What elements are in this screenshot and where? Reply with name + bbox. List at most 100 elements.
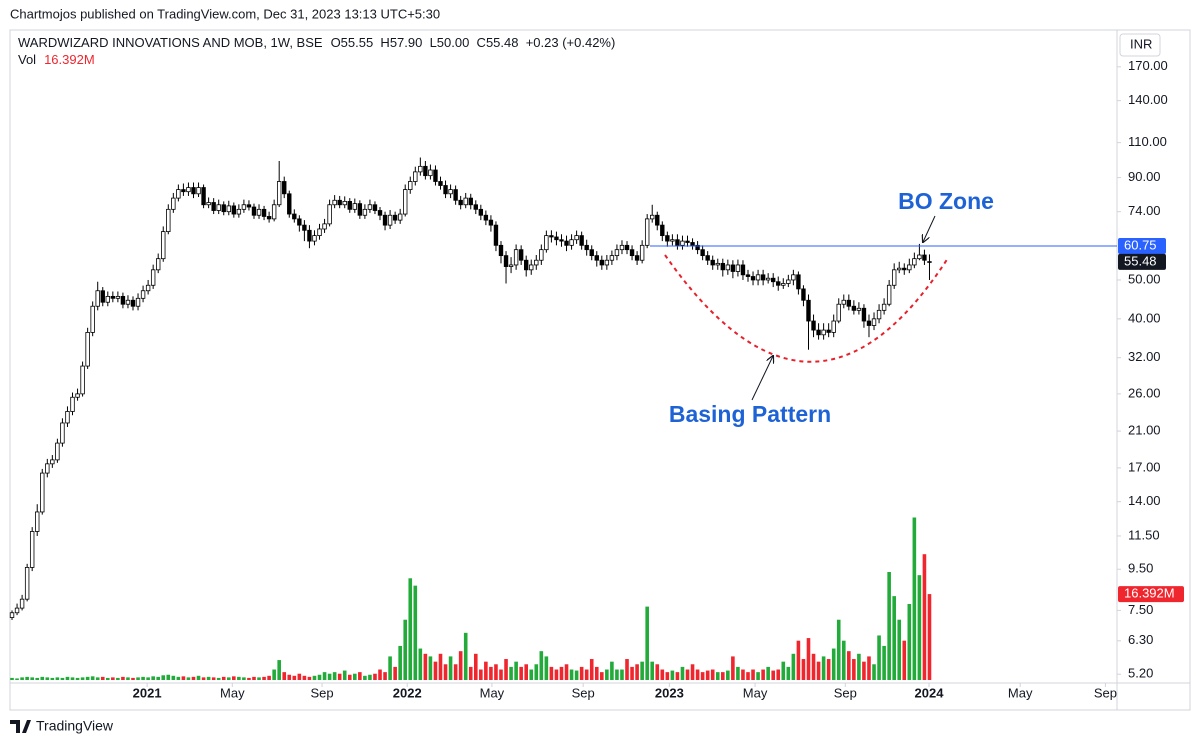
candle-body (448, 189, 453, 195)
volume-bar (292, 675, 297, 680)
candle-body (564, 240, 569, 246)
volume-bar (353, 673, 357, 680)
currency-box[interactable] (1119, 33, 1161, 57)
candle-body (392, 214, 398, 221)
volume-bar (307, 676, 312, 680)
price-line-label: 60.75 (1124, 237, 1157, 252)
ohlc-text: O55.55 H57.90 L50.00 C55.48 +0.23 (+0.42… (331, 35, 616, 50)
volume-bar (131, 677, 135, 680)
volume-bar (272, 669, 276, 680)
candle-body (453, 189, 458, 201)
candle-body (80, 365, 85, 395)
candle-body (513, 249, 519, 266)
candle-body (231, 205, 237, 215)
volume-bar (378, 669, 382, 680)
volume-bar (836, 619, 841, 680)
volume-bar (786, 666, 791, 680)
volume-bar (862, 661, 866, 680)
volume-bar (25, 676, 29, 680)
candle-body (922, 254, 927, 261)
candle-body (171, 197, 176, 210)
candle-body (246, 204, 252, 208)
candle-body (150, 269, 156, 286)
volume-bar (398, 645, 402, 680)
candle-body (468, 197, 473, 206)
candle-body (624, 244, 630, 251)
candle-body (670, 239, 675, 242)
volume-bar (670, 670, 675, 680)
volume-bar (206, 676, 211, 680)
volume-bar (655, 664, 660, 680)
y-tick-label: 170.00 (1128, 58, 1168, 73)
volume-bar (373, 673, 377, 680)
candle-body (907, 264, 912, 271)
publisher: Chartmojos published on TradingView.com,… (10, 6, 440, 21)
y-tick-label: 6.30 (1128, 632, 1153, 647)
volume-bar (151, 676, 155, 680)
candle-body (801, 288, 806, 301)
y-tick-label: 140.00 (1128, 92, 1168, 107)
candle-body (181, 189, 186, 193)
volume-bar (912, 517, 917, 680)
logo-icon (10, 720, 31, 733)
volume-bar (554, 669, 559, 680)
y-tick-label: 9.50 (1128, 561, 1153, 576)
volume-bar (579, 666, 584, 680)
volume-bar (731, 656, 735, 680)
candle-body (55, 442, 60, 461)
volume-bar (85, 676, 90, 680)
candle-body (786, 279, 791, 284)
candle-body (45, 463, 50, 474)
volume-bar (479, 669, 483, 680)
candle-body (236, 208, 242, 215)
candle-body (846, 299, 852, 307)
volume-bar (605, 669, 609, 680)
candle-body (95, 290, 100, 307)
volume-bar (55, 677, 60, 680)
volume-bar (201, 677, 206, 680)
candle-body (866, 320, 872, 326)
candle-body (418, 165, 423, 173)
volume-bar (277, 660, 281, 680)
symbol-title: WARDWIZARD INNOVATIONS AND MOB, 1W, BSE (18, 35, 323, 50)
price-line-box (1118, 238, 1166, 255)
volume-bar (529, 669, 534, 680)
volume-bar (892, 596, 896, 680)
volume-bar (347, 674, 352, 680)
candle-body (549, 235, 554, 238)
candle-body (196, 187, 201, 195)
volume-bar (751, 669, 755, 680)
volume-bar (50, 677, 55, 680)
candle-body (690, 242, 695, 246)
candle-body (478, 208, 484, 216)
last-price-box (1118, 253, 1166, 270)
candle-body (166, 208, 171, 233)
candle-body (539, 249, 544, 261)
volume-bar (847, 651, 851, 680)
volume-bar (191, 676, 196, 680)
candle-body (821, 329, 826, 336)
candle-body (251, 206, 257, 216)
volume-bar (887, 572, 891, 680)
candle-body (579, 235, 584, 246)
candle-body (503, 255, 509, 267)
candle-body (811, 320, 816, 331)
volume-bar (413, 585, 418, 680)
volume-bar (40, 676, 45, 680)
volume-bar (443, 664, 448, 680)
volume-bar (897, 619, 902, 680)
volume-bar (801, 659, 806, 680)
x-tick-label: May (1008, 685, 1033, 700)
volume-bar (453, 664, 458, 680)
candle-body (161, 231, 166, 260)
candle-body (377, 210, 383, 216)
candle-body (483, 214, 489, 221)
volume-bar (771, 670, 776, 680)
candle-body (140, 290, 146, 299)
volume-bar (221, 676, 226, 680)
candle-body (927, 261, 932, 263)
candle-body (115, 295, 121, 299)
candle-body (135, 297, 141, 307)
candle-body (725, 264, 731, 271)
